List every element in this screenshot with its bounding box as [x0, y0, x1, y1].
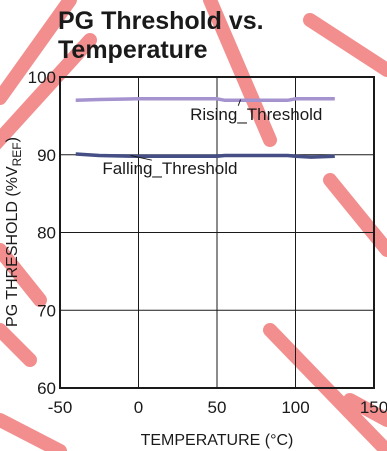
y-tick-label: 80: [37, 224, 56, 243]
annotation-label-0: Rising_Threshold: [190, 105, 322, 124]
series-line-1: [75, 152, 335, 159]
annotation-leader-1: [130, 155, 153, 161]
y-tick-label: 90: [37, 146, 56, 165]
series: [75, 97, 335, 159]
y-axis-label: PG THRESHOLD (%VREF): [4, 137, 24, 327]
plot-frame: [59, 76, 375, 389]
y-tick-label: 60: [37, 379, 56, 398]
chart-title-line1: PG Threshold vs.: [58, 7, 264, 35]
x-tick-label: 150: [360, 398, 387, 417]
y-axis-label-sub: REF: [10, 142, 24, 166]
annotation-leader-0: [237, 99, 242, 106]
ticks: -50 0 50 100 150 60 70 80 90 100: [28, 68, 387, 417]
x-tick-label: 0: [134, 398, 143, 417]
y-tick-label: 100: [28, 68, 56, 87]
y-tick-label: 70: [37, 301, 56, 320]
x-axis-label: TEMPERATURE (°C): [141, 432, 294, 449]
annotation-label-1: Falling_Threshold: [102, 159, 237, 178]
chart-title-line2: Temperature: [58, 36, 208, 64]
x-tick-label: 50: [208, 398, 227, 417]
x-tick-label: 100: [281, 398, 309, 417]
y-axis-label-close: ): [4, 137, 21, 142]
y-axis-label-main: PG THRESHOLD (%V: [4, 166, 21, 327]
x-tick-label: -50: [48, 398, 73, 417]
series-line-0: [75, 97, 335, 103]
annotations: Rising_Threshold Falling_Threshold: [102, 99, 322, 178]
